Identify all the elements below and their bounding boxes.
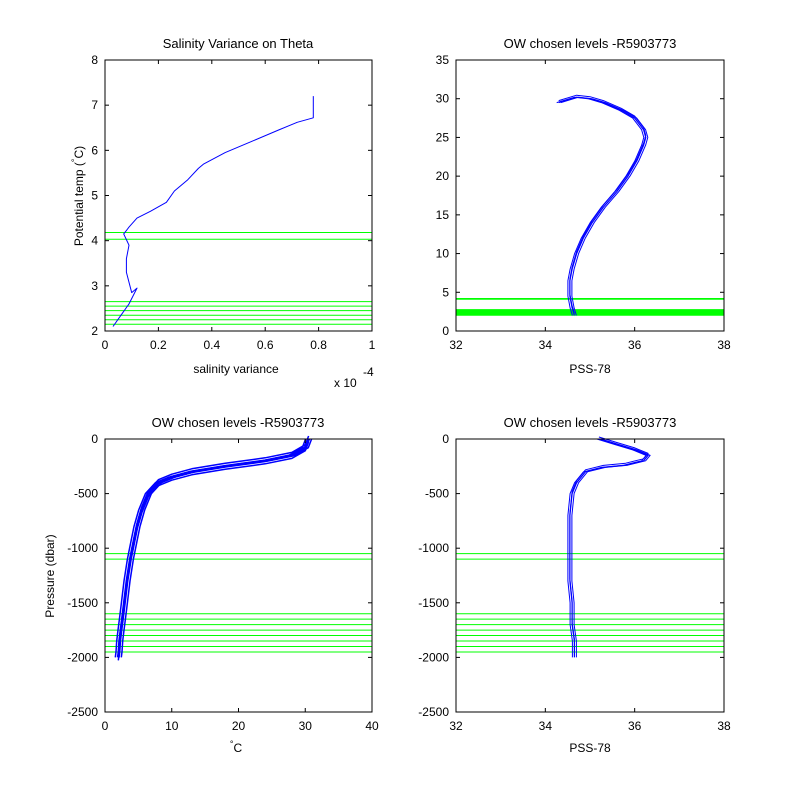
- y-tick-label: -2500: [67, 705, 98, 719]
- y-tick-label: 20: [436, 169, 450, 183]
- panel-pressure-temperature: OW chosen levels -R5903773 0 10 20 30 40 -250…: [43, 415, 379, 755]
- x-tick-label: 38: [717, 719, 731, 733]
- chart-title-1: Salinity Variance on Theta: [163, 36, 314, 51]
- series-group-3: [114, 435, 313, 661]
- y-tick-label: 15: [436, 208, 450, 222]
- x-tick-label: 30: [299, 719, 313, 733]
- x-axis-label-3: °C: [230, 739, 243, 755]
- chart-title-2: OW chosen levels -R5903773: [504, 36, 677, 51]
- y-tick-label: 0: [442, 432, 449, 446]
- y-tick-label: -2000: [418, 650, 449, 664]
- hlines-2: [456, 297, 724, 316]
- x-tick-label: 34: [539, 719, 553, 733]
- ticks-4: 32 34 36 38 -2500 -2000 -1500 -1000 -500 0: [418, 432, 731, 733]
- x-axis-label-1: salinity variance: [193, 362, 279, 376]
- series-line: [112, 96, 314, 327]
- plot-area-3: [105, 439, 372, 712]
- y-tick-label: 30: [436, 92, 450, 106]
- y-tick-label: -1000: [418, 541, 449, 555]
- plot-area-2: [456, 60, 724, 331]
- x-tick-label: 0: [102, 719, 109, 733]
- chart-title-3: OW chosen levels -R5903773: [152, 415, 325, 430]
- ticks-1: 0 0.2 0.4 0.6 0.8 1 2 3 4 5 6 7 8: [91, 53, 375, 352]
- hlines-3: [105, 553, 372, 653]
- series-group-4: [567, 436, 651, 658]
- y-tick-label: -1500: [67, 596, 98, 610]
- y-tick-label: 0: [442, 324, 449, 338]
- chart-title-4: OW chosen levels -R5903773: [504, 415, 677, 430]
- y-tick-label: -500: [74, 487, 98, 501]
- y-tick-label: 35: [436, 53, 450, 67]
- y-tick-label: 0: [91, 432, 98, 446]
- y-tick-label: 5: [442, 285, 449, 299]
- y-tick-label: 10: [436, 247, 450, 261]
- y-tick-label: 8: [91, 53, 98, 67]
- panel-theta-salinity: OW chosen levels -R5903773 32 34 36 38 0 5 10 1…: [436, 36, 731, 376]
- axes-frame-3: [104, 438, 373, 713]
- hlines-1: [105, 232, 372, 325]
- x-tick-label: 0.6: [257, 338, 274, 352]
- x-axis-label-2: PSS-78: [569, 362, 611, 376]
- series-line-profile: [117, 441, 310, 661]
- y-axis-label-1-degree: °: [70, 158, 80, 162]
- x-axis-label-4: PSS-78: [569, 741, 611, 755]
- y-tick-label: 4: [91, 234, 98, 248]
- x-tick-label: 20: [232, 719, 246, 733]
- series-line-profile: [120, 438, 313, 658]
- series-line-profile: [569, 436, 649, 656]
- series-line-profile: [114, 438, 307, 658]
- y-axis-label-1-part-b: C): [72, 146, 86, 159]
- y-axis-label-3: Pressure (dbar): [43, 534, 57, 617]
- x-tick-label: 36: [628, 338, 642, 352]
- x-tick-label: 32: [449, 338, 463, 352]
- series-group-1: [112, 96, 314, 327]
- panel-salinity-variance: Salinity Variance on Theta 0 0.2 0.4 0.6 0.8…: [70, 36, 376, 390]
- x-multiplier-exp-1: -4: [363, 365, 374, 379]
- x-tick-label: 10: [165, 719, 179, 733]
- axes-frame-2: [455, 59, 725, 332]
- axes-frame-4: [455, 438, 725, 713]
- y-tick-label: -2500: [418, 705, 449, 719]
- y-tick-label: -2000: [67, 650, 98, 664]
- x-tick-label: 0: [102, 338, 109, 352]
- x-tick-label: 0.4: [203, 338, 220, 352]
- y-tick-label: 2: [91, 324, 98, 338]
- y-tick-label: -1000: [67, 541, 98, 555]
- x-tick-label: 34: [539, 338, 553, 352]
- y-tick-label: -500: [425, 487, 449, 501]
- series-line: [567, 438, 647, 658]
- x-tick-label: 38: [717, 338, 731, 352]
- series-group-2: [556, 94, 649, 316]
- y-tick-label: -1500: [418, 596, 449, 610]
- y-tick-label: 3: [91, 279, 98, 293]
- y-tick-label: 7: [91, 98, 98, 112]
- x-tick-label: 0.2: [150, 338, 167, 352]
- plot-area-4: [456, 439, 724, 712]
- x-tick-label: 32: [449, 719, 463, 733]
- y-tick-label: 6: [91, 143, 98, 157]
- axes-frame-1: [104, 59, 373, 332]
- x-tick-label: 1: [369, 338, 376, 352]
- panel-pressure-salinity: OW chosen levels -R5903773 32 34 36 38 -2500…: [418, 415, 731, 755]
- x-tick-label: 0.8: [310, 338, 327, 352]
- x-axis-label-3-unit: C: [233, 741, 242, 755]
- y-tick-label: 25: [436, 130, 450, 144]
- series-line-profile: [560, 96, 649, 316]
- plot-area-1: [105, 60, 372, 331]
- x-tick-label: 40: [365, 719, 379, 733]
- x-axis-label-3-degree: °: [230, 739, 234, 749]
- hlines-4: [456, 553, 724, 653]
- y-axis-label-1: Potential temp (°C): [70, 146, 86, 246]
- y-axis-label-1-part-a: Potential temp (: [72, 162, 86, 246]
- x-multiplier-1: x 10: [334, 376, 357, 390]
- series-line-profile: [571, 438, 651, 658]
- y-tick-label: 5: [91, 189, 98, 203]
- series-line-profile: [558, 94, 647, 314]
- x-tick-label: 36: [628, 719, 642, 733]
